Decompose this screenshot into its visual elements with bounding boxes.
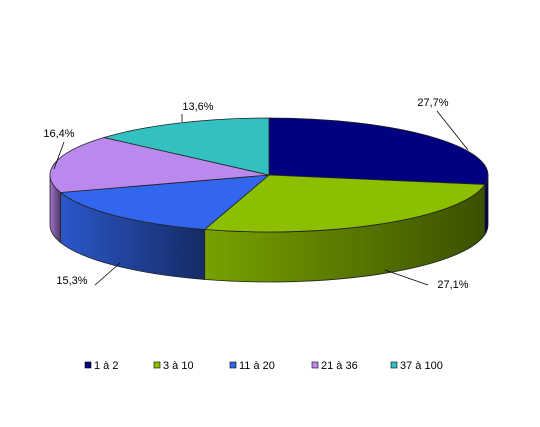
- data-labels: 27,7% 27,1% 15,3% 16,4% 13,6%: [43, 97, 468, 291]
- legend-item-4: 37 à 100: [390, 360, 443, 372]
- legend-swatch-3: [311, 361, 319, 369]
- pie-slice-4: [102, 117, 270, 176]
- legend-label-4: 37 à 100: [400, 360, 443, 372]
- data-label-0: 27,7%: [417, 97, 448, 109]
- pie-slice-3: [49, 137, 270, 193]
- leader-line-2: [94, 262, 121, 286]
- legend-label-0: 1 à 2: [94, 360, 118, 372]
- pie-slices: [49, 117, 489, 233]
- pie-slice-0: [268, 117, 489, 185]
- data-label-4: 13,6%: [182, 101, 213, 113]
- legend-item-1: 3 à 10: [153, 360, 194, 372]
- legend-swatch-4: [390, 361, 398, 369]
- data-label-3: 16,4%: [43, 128, 74, 140]
- legend-item-2: 11 à 20: [229, 360, 275, 372]
- pie-slice-1: [203, 174, 486, 233]
- legend-item-3: 21 à 36: [311, 360, 358, 372]
- legend-swatch-1: [153, 361, 161, 369]
- leader-line-1: [384, 269, 429, 286]
- pie-slice-2: [59, 174, 271, 230]
- data-label-1: 27,1%: [437, 279, 468, 291]
- pie-sides: [49, 174, 489, 283]
- legend-item-0: 1 à 2: [84, 360, 118, 372]
- legend-label-3: 21 à 36: [321, 360, 358, 372]
- leader-lines: [53, 110, 469, 286]
- leader-line-3: [53, 141, 65, 170]
- legend: 1 à 2 3 à 10 11 à 20 21 à 36 37 à 100: [84, 360, 443, 372]
- legend-label-2: 11 à 20: [239, 360, 275, 372]
- legend-label-1: 3 à 10: [163, 360, 194, 372]
- legend-swatch-0: [84, 361, 92, 369]
- data-label-2: 15,3%: [56, 275, 87, 287]
- legend-swatch-2: [229, 361, 237, 369]
- leader-line-0: [436, 110, 469, 151]
